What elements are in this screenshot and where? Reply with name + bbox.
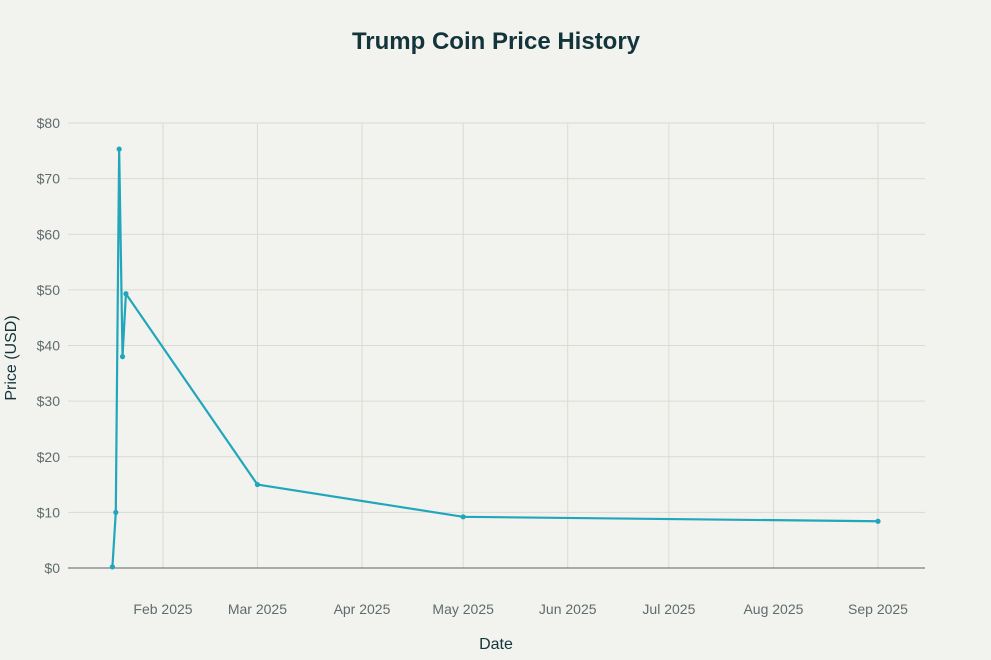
x-axis-ticks: Feb 2025 Mar 2025 Apr 2025 May 2025 Jun 2025…	[133, 601, 908, 617]
x-tick-label: Apr 2025	[334, 601, 391, 617]
x-tick-label: Jun 2025	[539, 601, 597, 617]
y-tick-label: $30	[37, 393, 61, 409]
data-point[interactable]	[119, 354, 126, 360]
data-point[interactable]	[109, 564, 116, 570]
y-tick-label: $70	[37, 171, 61, 187]
x-tick-label: Aug 2025	[743, 601, 803, 617]
y-tick-label: $0	[44, 560, 60, 576]
data-point[interactable]	[123, 291, 129, 297]
data-point[interactable]	[460, 514, 466, 520]
data-point[interactable]	[116, 146, 122, 152]
chart-title: Trump Coin Price History	[352, 28, 641, 55]
y-tick-label: $60	[37, 226, 61, 242]
y-tick-label: $40	[37, 338, 61, 354]
y-axis-ticks: $0 $10 $20 $30 $40 $50 $60 $70 $80	[37, 115, 61, 576]
data-point[interactable]	[254, 481, 261, 488]
y-tick-label: $80	[37, 115, 61, 131]
data-point[interactable]	[875, 518, 881, 524]
gridlines	[68, 122, 925, 568]
x-tick-label: Jul 2025	[642, 601, 695, 617]
y-tick-label: $10	[37, 504, 61, 520]
x-tick-label: Mar 2025	[228, 601, 287, 617]
x-axis-title: Date	[479, 636, 513, 653]
series-line	[111, 148, 879, 567]
data-point[interactable]	[113, 509, 119, 515]
y-tick-label: $50	[37, 282, 61, 298]
series-layer	[109, 146, 881, 570]
x-tick-label: May 2025	[432, 601, 494, 617]
x-tick-label: Sep 2025	[848, 601, 908, 617]
x-tick-label: Feb 2025	[133, 601, 192, 617]
y-axis-title: Price (USD)	[3, 315, 20, 400]
y-tick-label: $20	[37, 449, 61, 465]
